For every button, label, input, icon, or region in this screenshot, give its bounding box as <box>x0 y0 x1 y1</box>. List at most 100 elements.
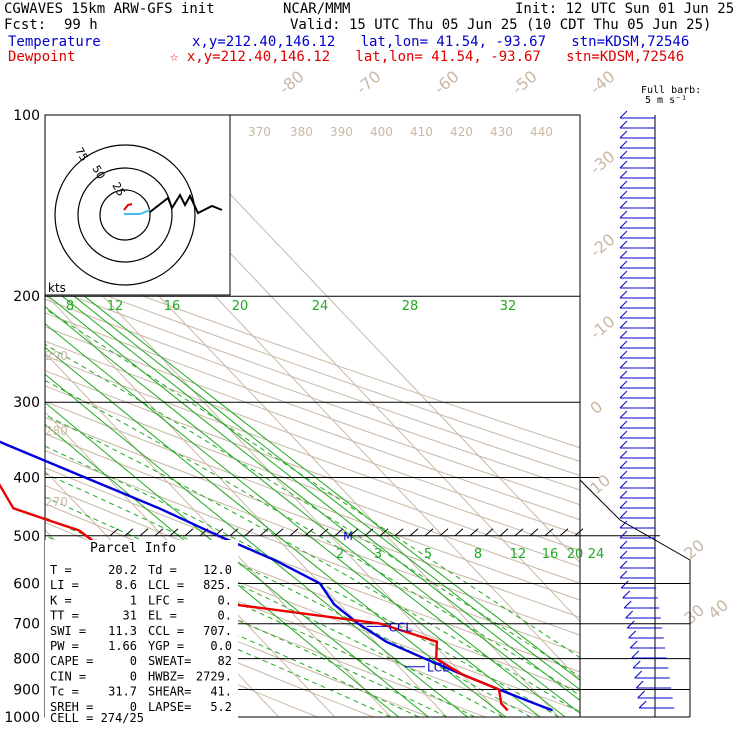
hatch-mark <box>544 528 554 537</box>
isotherm-label: -80 <box>275 67 307 98</box>
mixing-ratio-label: 12 <box>107 299 124 314</box>
hatch-mark <box>529 528 539 537</box>
wind-barb-flag <box>619 500 628 509</box>
parcel-field-label: Tc = <box>50 685 79 699</box>
parcel-field-value: 0 <box>130 669 137 683</box>
wind-barb-flag <box>619 160 628 169</box>
dry-adiabat <box>45 400 580 601</box>
wind-barb-flag <box>619 470 628 479</box>
wind-barb-flag <box>619 520 628 529</box>
wind-barb-flag <box>619 200 628 209</box>
mixing-level-marker: M <box>343 530 353 543</box>
level-marker-label: LCL <box>427 661 449 675</box>
wind-barb-flag <box>632 660 641 669</box>
wind-barb-column <box>579 110 691 717</box>
wind-barb-flag <box>619 280 628 289</box>
mixing-ratio-label: 28 <box>402 299 419 314</box>
wind-barb-flag <box>619 510 628 519</box>
isotherm-label: -30 <box>586 147 618 178</box>
isotherm-line <box>45 411 336 717</box>
pressure-tick-label: 500 <box>13 529 40 545</box>
wind-barb-flag <box>637 690 646 699</box>
hatch-mark <box>124 528 134 537</box>
hatch-mark <box>469 528 479 537</box>
hatch-mark <box>439 528 449 537</box>
wind-barb-flag <box>619 140 628 149</box>
wind-barb-flag <box>619 360 628 369</box>
parcel-field-value: 1 <box>130 593 137 607</box>
parcel-field-label: CCL = <box>148 624 184 638</box>
parcel-field-value: 5.2 <box>210 700 232 714</box>
theta-label: 370 <box>248 125 271 139</box>
hodograph-ring-label: 75 <box>72 145 90 164</box>
wind-barb-flag <box>638 700 647 709</box>
parcel-field-value: 707. <box>203 624 232 638</box>
dry-adiabat <box>45 298 580 491</box>
dry-adiabat <box>45 272 580 462</box>
parcel-field-value: 8.6 <box>115 578 137 592</box>
wind-barb-flag <box>619 150 628 159</box>
model-title: CGWAVES 15km ARW-GFS init <box>4 1 215 17</box>
wind-barb-flag <box>619 550 628 559</box>
hodograph-units-label: kts <box>48 281 66 295</box>
plot-frame <box>44 114 581 718</box>
theta-label: 400 <box>370 125 393 139</box>
parcel-field-label: SWI = <box>50 624 86 638</box>
parcel-field-value: 82 <box>218 654 232 668</box>
theta-label: 390 <box>330 125 353 139</box>
parcel-field-label: HWBZ= <box>148 669 184 683</box>
pressure-tick-label: 900 <box>13 682 40 698</box>
isotherm-line <box>45 352 392 717</box>
parcel-field-value: 12.0 <box>203 563 232 577</box>
dry-adiabat <box>45 433 580 636</box>
theta-label: 410 <box>410 125 433 139</box>
isotherm-label: 0 <box>586 397 606 418</box>
isotherm-line <box>45 234 504 717</box>
hatch-mark <box>514 528 524 537</box>
dewpoint-station-info: ☆ x,y=212.40,146.12 lat,lon= 41.54, -93.… <box>170 49 685 65</box>
hatch-mark <box>574 528 584 537</box>
wind-barb-flag <box>619 410 628 419</box>
wind-barb-flag <box>619 490 628 499</box>
forecast-label: Fcst: <box>4 17 47 33</box>
wind-barb-flag <box>619 430 628 439</box>
hatch-mark <box>409 528 419 537</box>
hodograph-ring-label: 25 <box>109 180 127 199</box>
mixing-ratio-label: 20 <box>567 547 584 562</box>
isotherm-label: -50 <box>508 67 540 98</box>
dry-adiabat <box>45 385 580 584</box>
mixing-ratio-label: 12 <box>510 547 527 562</box>
wind-barb-flag <box>619 270 628 279</box>
mixing-ratio-label: 16 <box>542 547 559 562</box>
init-time: Init: 12 UTC Sun 01 Jun 25 <box>515 1 735 17</box>
wind-barb-flag <box>619 310 628 319</box>
wind-barb-flag <box>619 400 628 409</box>
hatch-mark <box>304 528 314 537</box>
parcel-cell: CELL = 274/25 <box>50 711 144 725</box>
hatch-mark <box>559 528 569 537</box>
hodograph-frame <box>44 114 231 296</box>
mixing-ratio-label: 2 <box>336 547 344 562</box>
wind-barb-flag <box>619 370 628 379</box>
dry-adiabat <box>45 312 580 506</box>
parcel-field-label: SWEAT= <box>148 654 191 668</box>
pressure-tick-label: 200 <box>13 289 40 305</box>
hodograph-ring <box>77 167 173 263</box>
wind-barb-flag <box>634 670 643 679</box>
mixing-ratio-label: 20 <box>232 299 249 314</box>
pressure-tick-label: 800 <box>13 652 40 668</box>
dry-adiabat <box>45 416 580 618</box>
parcel-field-value: 0. <box>218 609 232 623</box>
parcel-field-value: 0 <box>130 700 137 714</box>
wind-barb-flag <box>619 460 628 469</box>
temperature-station-info: x,y=212.40,146.12 lat,lon= 41.54, -93.67… <box>192 34 690 50</box>
isotherm-label: -70 <box>352 67 384 98</box>
parcel-field-label: CAPE = <box>50 654 93 668</box>
mixing-ratio-label: 16 <box>164 299 181 314</box>
isotherm-label: -10 <box>586 312 618 343</box>
parcel-field-label: T = <box>50 563 72 577</box>
wind-barb-flag <box>619 390 628 399</box>
pressure-tick-label: 400 <box>13 470 40 486</box>
wind-barb-flag <box>619 540 628 549</box>
parcel-field-value: 0 <box>130 654 137 668</box>
